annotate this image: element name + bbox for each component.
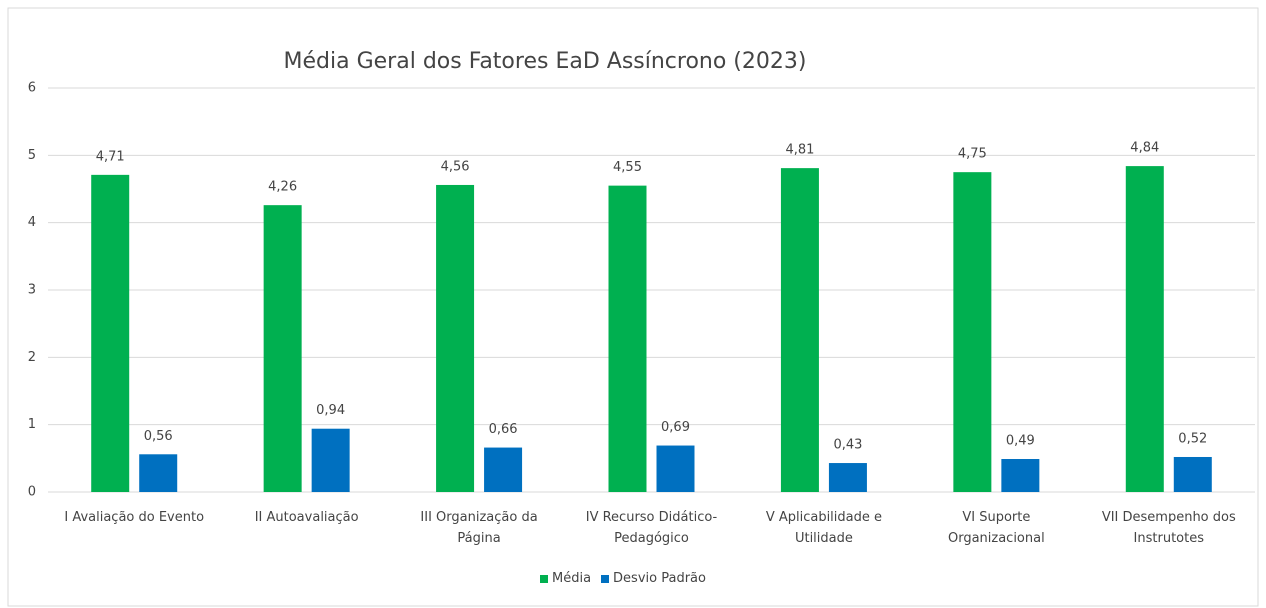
bar	[139, 454, 178, 492]
bar	[1173, 456, 1212, 492]
bar	[1001, 459, 1040, 492]
data-label: 0,49	[1006, 434, 1035, 449]
bar	[608, 185, 647, 492]
data-label: 0,56	[144, 429, 173, 444]
data-label: 4,71	[96, 149, 125, 164]
x-tick-label: VI Suporte Organizacional	[947, 510, 1045, 546]
data-label: 4,26	[268, 180, 297, 195]
x-tick-label: II Autoavaliação	[254, 510, 359, 525]
bar	[263, 205, 302, 492]
x-tick-label: V Aplicabilidade e Utilidade	[765, 510, 883, 546]
bar	[436, 184, 475, 492]
chart-title: Média Geral dos Fatores EaD Assíncrono (…	[284, 49, 807, 74]
x-tick-label: I Avaliação do Evento	[64, 510, 205, 525]
bar	[656, 445, 695, 492]
x-tick-label: III Organização da Página	[420, 510, 538, 546]
bar	[484, 447, 523, 492]
legend-swatch	[540, 574, 548, 583]
data-label: 4,84	[1130, 141, 1159, 156]
legend-label: Média	[552, 571, 592, 586]
legend-swatch	[601, 574, 610, 583]
bar	[828, 463, 867, 492]
data-label: 4,55	[613, 160, 642, 175]
y-tick-label: 0	[28, 485, 36, 500]
data-label: 0,69	[661, 420, 690, 435]
data-label: 0,43	[833, 438, 862, 453]
legend: Média Desvio Padrão	[540, 571, 706, 586]
data-label: 4,81	[785, 143, 814, 158]
y-tick-label: 3	[28, 283, 36, 298]
y-tick-label: 4	[28, 215, 36, 230]
data-label: 4,75	[958, 147, 987, 162]
bar	[1125, 166, 1164, 492]
chart-border	[7, 7, 1259, 607]
bar	[780, 168, 819, 493]
x-tick-label: VII Desempenho dos Instrutotes	[1101, 510, 1236, 546]
y-tick-label: 2	[28, 350, 36, 365]
y-tick-label: 6	[28, 81, 36, 96]
bar	[953, 172, 992, 492]
bar	[91, 174, 130, 493]
legend-label: Desvio Padrão	[613, 571, 706, 586]
x-tick-label: IV Recurso Didático-Pedagógico	[585, 510, 718, 546]
data-label: 0,66	[489, 422, 518, 437]
data-label: 4,56	[441, 159, 470, 174]
bar	[311, 428, 350, 492]
y-tick-label: 1	[28, 417, 36, 432]
y-tick-label: 5	[28, 148, 36, 163]
data-label: 0,52	[1178, 431, 1207, 446]
data-label: 0,94	[316, 403, 345, 418]
